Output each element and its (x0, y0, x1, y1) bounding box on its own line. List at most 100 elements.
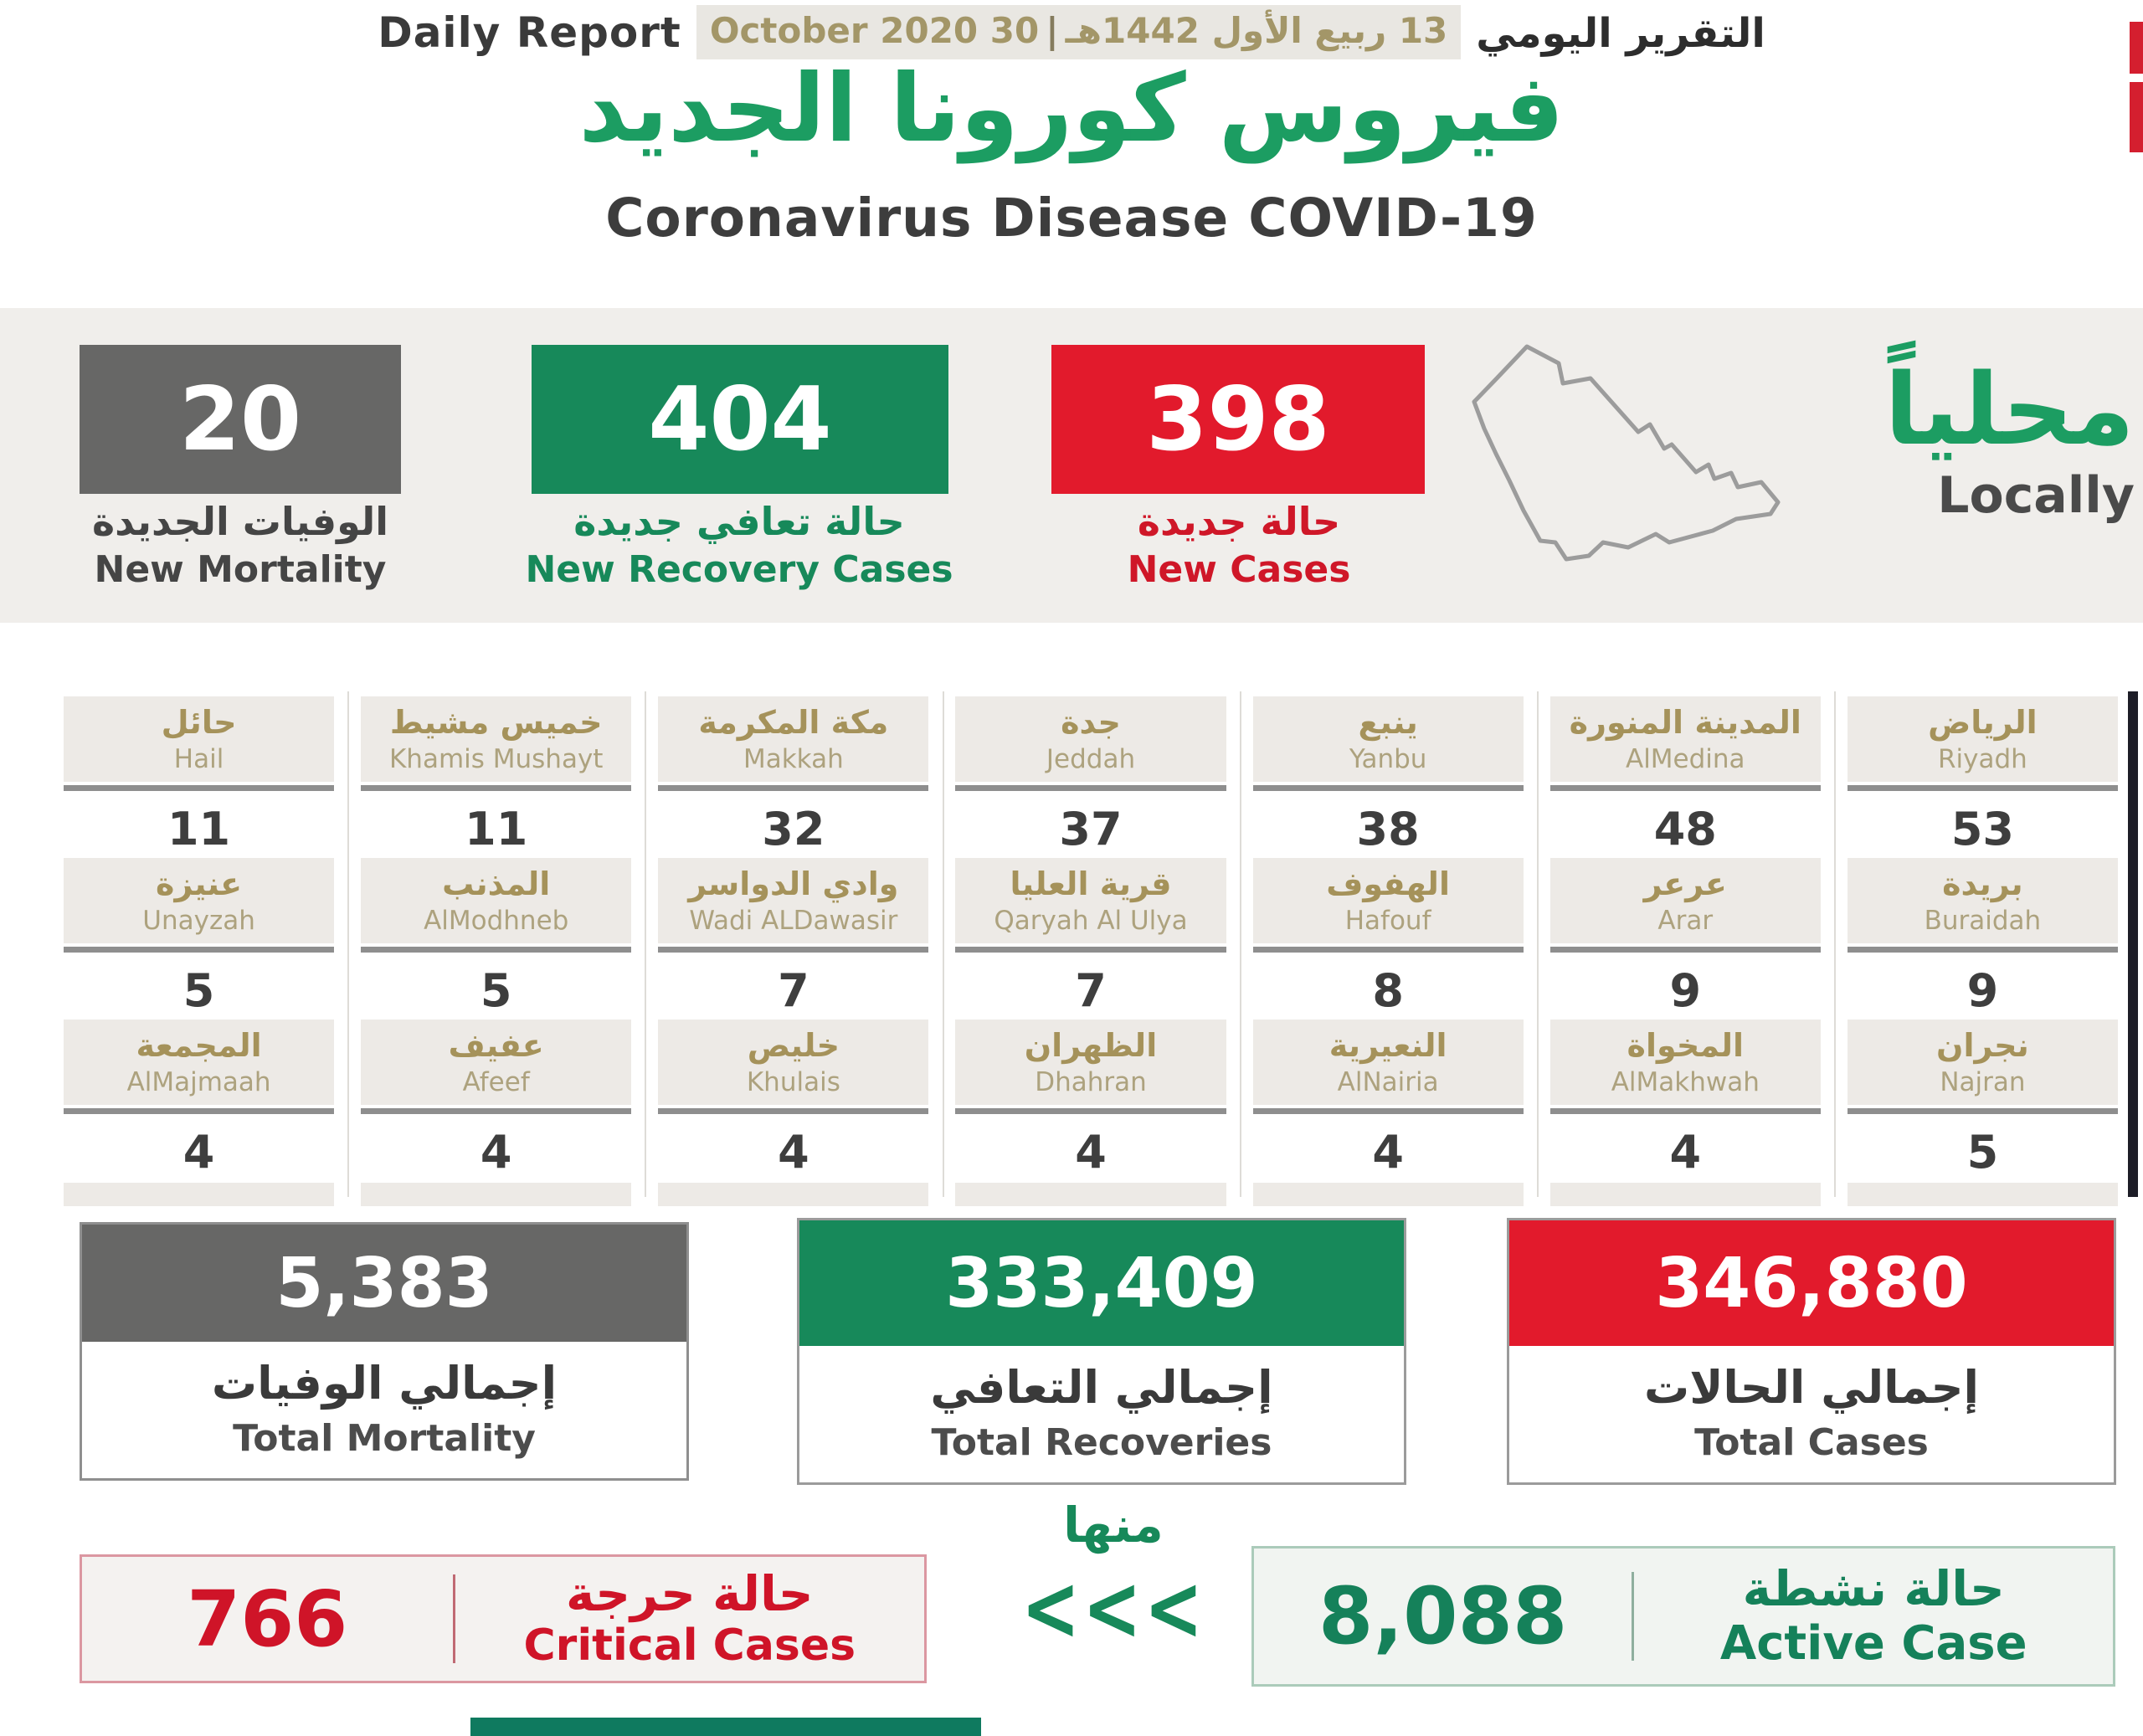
city-name-chip: الرياض Riyadh (1847, 696, 2118, 782)
city-cell-cutoff (1240, 1176, 1537, 1206)
total-mortality-box: 5,383 إجمالي الوفيات Total Mortality (80, 1222, 689, 1481)
report-date: 13 ربيع الأول 1442هـ|30 October 2020 (696, 5, 1462, 59)
city-name-ar: المجمعة (136, 1027, 262, 1064)
of-which-label-ar: منها (1063, 1497, 1164, 1554)
city-name-ar: المذنب (442, 865, 551, 902)
new-mortality-label-en: New Mortality (94, 548, 387, 592)
city-underline (1252, 946, 1524, 953)
city-case-count: 11 (167, 802, 231, 855)
city-name-chip: الظهران Dhahran (955, 1020, 1226, 1105)
critical-cases-label-ar: حالة حرجة (566, 1564, 814, 1622)
city-name-chip: خليص Khulais (658, 1020, 929, 1105)
city-cell: مكة المكرمة Makkah 32 (645, 691, 942, 855)
city-name-chip-cutoff (361, 1183, 632, 1206)
city-name-chip-cutoff (955, 1183, 1226, 1206)
city-case-count: 4 (778, 1125, 809, 1179)
new-mortality-box: 20 (80, 345, 401, 494)
city-name-chip: بريدة Buraidah (1847, 858, 2118, 943)
city-name-en: Yanbu (1349, 743, 1427, 774)
city-cell-cutoff (1834, 1176, 2131, 1206)
city-cell: المخواة AlMakhwah 4 (1537, 1014, 1834, 1179)
city-underline (1847, 784, 2118, 791)
daily-report-label: Daily Report (378, 8, 681, 57)
city-name-ar: الهفوف (1326, 865, 1450, 902)
city-name-ar: عرعر (1643, 865, 1727, 902)
city-name-ar: جدة (1061, 704, 1121, 741)
total-cases-box: 346,880 إجمالي الحالات Total Cases (1507, 1218, 2116, 1485)
city-case-count: 4 (1372, 1125, 1404, 1179)
daily-report-label-ar: التقرير اليومي (1476, 10, 1765, 57)
city-name-en: Unayzah (142, 905, 255, 936)
city-underline (955, 1107, 1226, 1114)
city-name-en: Dhahran (1035, 1066, 1147, 1097)
city-cases-grid: حائل Hail 11 خميس مشيط Khamis Mushayt 11 مكة ا… (50, 691, 2131, 1338)
city-cell: المذنب AlModhneb 5 (347, 853, 645, 1017)
vertical-divider (1632, 1571, 1635, 1662)
city-name-ar: مكة المكرمة (698, 704, 889, 741)
city-cell-cutoff (1537, 1176, 1834, 1206)
city-name-chip-cutoff (1847, 1183, 2118, 1206)
city-underline (1549, 1107, 1821, 1114)
city-name-en: AlNairia (1337, 1066, 1439, 1097)
city-name-chip: المدينة المنورة AlMedina (1549, 696, 1821, 782)
total-recoveries-label-en: Total Recoveries (931, 1420, 1272, 1464)
city-cell: عفيف Afeef 4 (347, 1014, 645, 1179)
city-name-chip: حائل Hail (64, 696, 335, 782)
column-divider (1537, 691, 1539, 1197)
city-case-count: 4 (1669, 1125, 1702, 1179)
city-cell-cutoff (347, 1176, 645, 1206)
city-name-ar: المخواة (1627, 1027, 1744, 1064)
city-case-count: 38 (1356, 802, 1420, 855)
city-name-chip-cutoff (64, 1183, 335, 1206)
city-name-en: Khulais (746, 1066, 840, 1097)
city-name-chip: المجمعة AlMajmaah (64, 1020, 335, 1105)
city-name-chip: عفيف Afeef (361, 1020, 632, 1105)
total-recoveries-labels: إجمالي التعافي Total Recoveries (799, 1346, 1404, 1482)
city-case-count: 4 (182, 1125, 215, 1179)
city-name-chip-cutoff (1252, 1183, 1524, 1206)
vertical-divider (452, 1574, 455, 1664)
city-underline (1549, 946, 1821, 953)
new-recovery-label-en: New Recovery Cases (525, 548, 953, 592)
city-underline (955, 784, 1226, 791)
city-underline (658, 946, 929, 953)
new-cases-box: 398 (1051, 345, 1425, 494)
city-name-ar: ينبع (1358, 704, 1418, 741)
city-name-en: Makkah (743, 743, 844, 774)
total-mortality-value: 5,383 (82, 1225, 686, 1342)
city-case-count: 4 (480, 1125, 512, 1179)
column-divider (1240, 691, 1241, 1197)
city-name-en: Jeddah (1046, 743, 1136, 774)
new-mortality-label-ar: الوفيات الجديدة (91, 499, 389, 544)
saudi-arabia-map-icon (1416, 328, 1906, 606)
active-cases-label-ar: حالة نشطة (1742, 1560, 2005, 1618)
city-case-count: 8 (1372, 963, 1404, 1017)
total-cases-label-en: Total Cases (1694, 1420, 1929, 1464)
active-cases-value: 8,088 (1318, 1570, 1568, 1662)
hijri-date: 13 ربيع الأول 1442هـ (1065, 10, 1448, 51)
city-name-en: Afeef (462, 1066, 530, 1097)
city-name-en: Hail (173, 743, 224, 774)
locally-label-ar: محلياً (1884, 352, 2135, 467)
city-cell: بريدة Buraidah 9 (1834, 853, 2131, 1017)
city-case-count: 5 (1966, 1125, 1999, 1179)
city-case-count: 37 (1059, 802, 1123, 855)
city-case-count: 32 (762, 802, 825, 855)
city-underline (1549, 784, 1821, 791)
city-cell: الهفوف Hafouf 8 (1240, 853, 1537, 1017)
total-mortality-label-en: Total Mortality (233, 1416, 536, 1460)
city-cell: خميس مشيط Khamis Mushayt 11 (347, 691, 645, 855)
cutoff-right-edge-mark (2130, 82, 2143, 152)
city-underline (1847, 1107, 2118, 1114)
city-cell-cutoff (50, 1176, 347, 1206)
critical-cases-label-en: Critical Cases (523, 1620, 856, 1672)
city-name-chip: مكة المكرمة Makkah (658, 696, 929, 782)
critical-cases-labels: حالة حرجة Critical Cases (455, 1566, 924, 1672)
city-case-count: 48 (1653, 802, 1717, 855)
city-name-chip: النعيرية AlNairia (1252, 1020, 1524, 1105)
city-name-ar: الظهران (1024, 1027, 1158, 1064)
city-name-ar: خليص (747, 1027, 840, 1064)
city-underline (361, 946, 632, 953)
city-cell: ينبع Yanbu 38 (1240, 691, 1537, 855)
